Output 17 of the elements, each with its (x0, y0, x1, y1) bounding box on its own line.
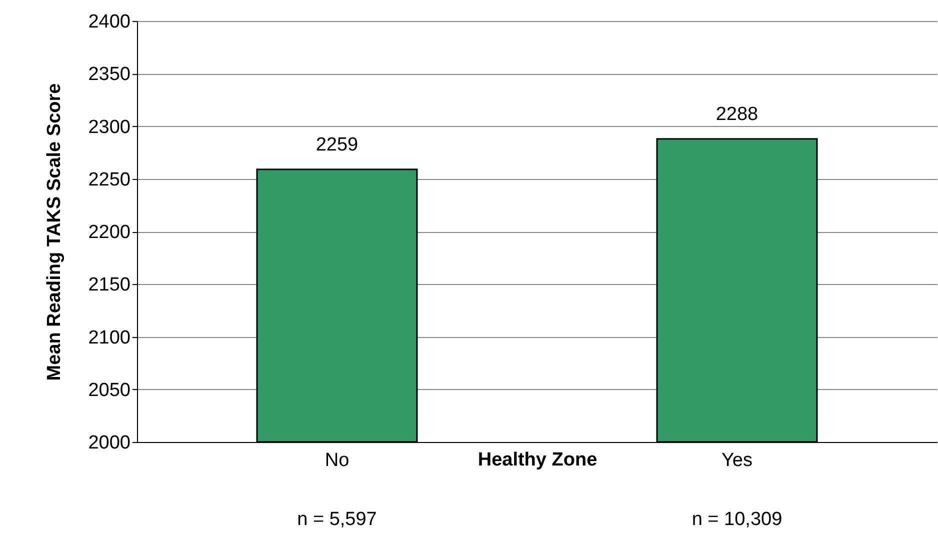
text: n = 5,597 (297, 509, 377, 530)
y-tick-label: 2400 (88, 12, 130, 32)
data-label: 2288 (716, 104, 758, 125)
y-tick-label: 2250 (88, 169, 130, 190)
y-axis-title: Mean Reading TAKS Scale Score (44, 83, 66, 381)
x-tick-label: Yes (722, 450, 752, 471)
data-label: 2259 (316, 134, 358, 156)
y-tick-label: 2200 (88, 222, 130, 243)
y-tick-label: 2150 (88, 274, 130, 296)
y-tick-label: 2000 (88, 432, 130, 454)
y-tick-label: 2050 (88, 380, 130, 401)
y-tick-label: 2300 (88, 116, 130, 138)
y-tick-label: 2350 (88, 64, 130, 86)
x-axis-title: Healthy Zone (478, 450, 598, 470)
y-tick-label: 2100 (88, 327, 130, 348)
x-tick-label: No (324, 450, 350, 471)
text: n = 10,309 (692, 509, 782, 530)
